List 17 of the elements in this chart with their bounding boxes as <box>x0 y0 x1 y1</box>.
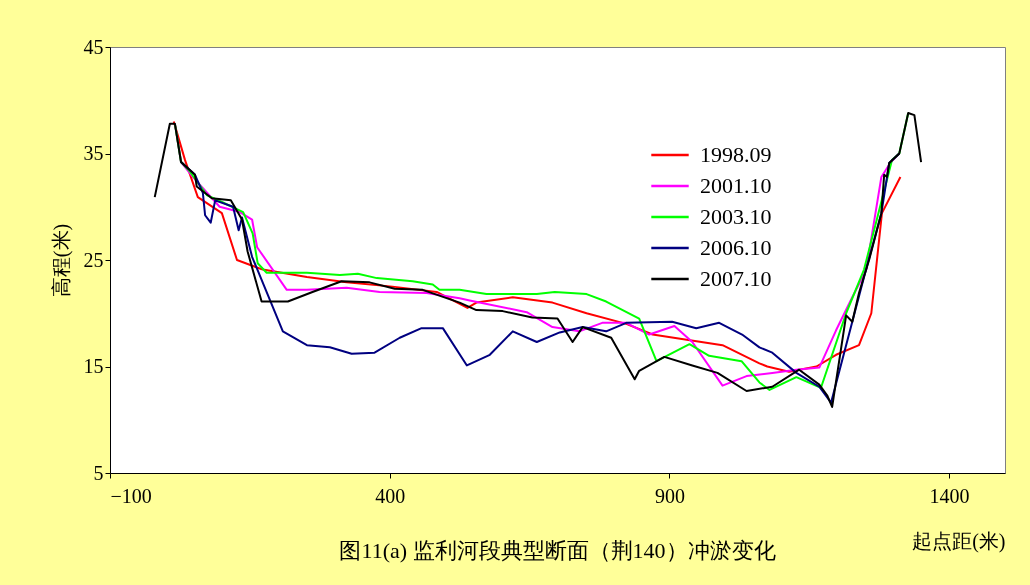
y-tick-label: 15 <box>83 355 104 377</box>
x-tick-label: 900 <box>654 484 685 507</box>
y-tick-label: 45 <box>83 35 104 58</box>
x-tick-label: 1400 <box>929 484 970 507</box>
y-axis-title: 高程(米) <box>49 223 73 298</box>
y-tick-label: 35 <box>83 142 104 164</box>
legend-label: 2007.10 <box>700 266 772 291</box>
text: 图11(a) 监利河段典型断面（荆140）冲淤变化 <box>339 538 776 563</box>
y-tick-label: 5 <box>93 461 104 484</box>
y-tick-label: 25 <box>83 248 104 271</box>
x-tick-label: −100 <box>110 484 152 507</box>
legend-label: 2003.10 <box>700 204 772 229</box>
legend-label: 2006.10 <box>700 235 772 260</box>
x-tick-label: 400 <box>375 484 406 507</box>
legend-label: 2001.10 <box>700 173 772 198</box>
legend-label: 1998.09 <box>700 142 772 167</box>
x-axis-title: 起点距(米) <box>912 529 1006 553</box>
